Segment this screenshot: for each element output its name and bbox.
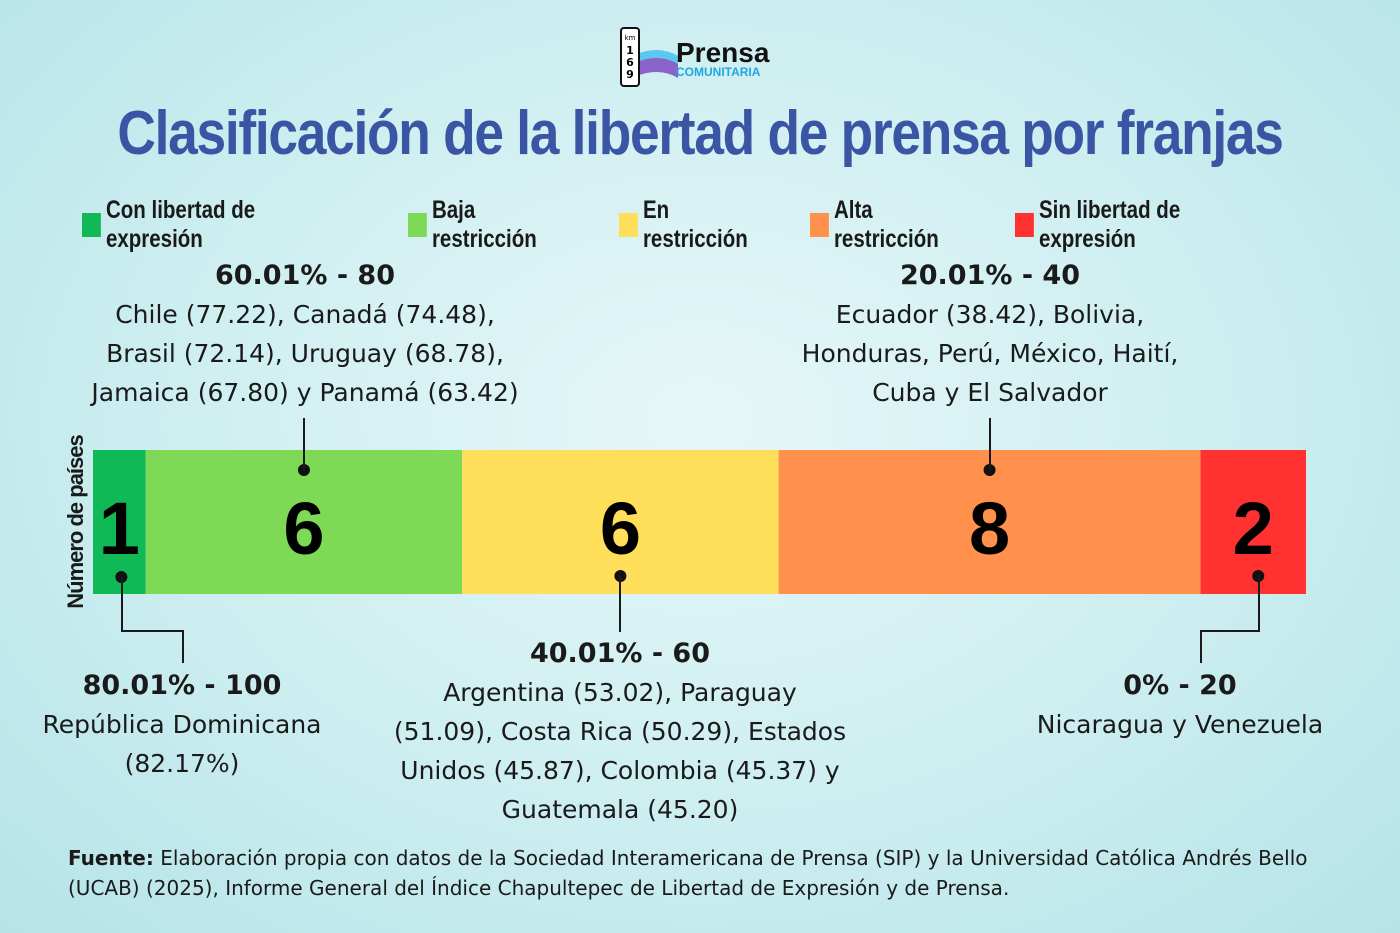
svg-text:6: 6 [626, 56, 634, 69]
annotation-40-60: 40.01% - 60 Argentina (53.02), Paraguay (… [393, 638, 847, 824]
legend-label: Alta restricción [833, 196, 939, 253]
annotation-60-80: 60.01% - 80 Chile (77.22), Canadá (74.48)… [91, 260, 519, 407]
legend: Con libertad de expresión Baja restricció… [82, 196, 1332, 254]
legend-label: Sin libertad de expresión [1038, 196, 1181, 253]
legend-item: Baja restricción [408, 196, 581, 254]
annotation-20-40: 20.01% - 40 Ecuador (38.42), Bolivia, Hon… [801, 260, 1179, 407]
legend-swatch [82, 213, 102, 237]
annotation-dot [983, 464, 996, 476]
annotation-80-100: 80.01% - 100 República Dominicana (82.17%… [42, 670, 322, 778]
page-title: Clasificación de la libertad de prensa p… [117, 99, 1284, 168]
svg-text:km: km [625, 34, 636, 42]
legend-label: En restricción [643, 196, 748, 253]
annotation-0-20: 0% - 20 Nicaragua y Venezuela [1036, 670, 1324, 739]
prensa-comunitaria-logo: km 1 6 9 Prensa COMUNITARIA [620, 27, 770, 87]
legend-item: Sin libertad de expresión [1014, 196, 1275, 254]
connector-line [989, 418, 991, 470]
connector-line [1200, 630, 1202, 663]
svg-text:9: 9 [626, 68, 634, 81]
source-note: Fuente: Elaboración propia con datos de … [68, 846, 1308, 900]
connector-line [121, 630, 184, 632]
svg-text:1: 1 [626, 44, 634, 57]
stacked-bar: 1 6 6 8 2 [93, 450, 1306, 594]
legend-swatch [809, 213, 829, 237]
data-label: 2 [1233, 487, 1274, 570]
connector-line [303, 418, 305, 470]
legend-item: Alta restricción [809, 196, 978, 254]
bar-segment [93, 450, 146, 594]
data-label: 6 [283, 487, 324, 570]
svg-text:COMUNITARIA: COMUNITARIA [676, 65, 761, 79]
legend-item: En restricción [619, 196, 775, 254]
legend-swatch [408, 213, 428, 237]
data-label: 6 [600, 487, 641, 570]
connector-line [182, 630, 184, 663]
connector-line [1258, 576, 1260, 632]
bar-segment [1200, 450, 1306, 594]
connector-line [1200, 630, 1260, 632]
legend-swatch [1014, 213, 1035, 237]
legend-label: Baja restricción [432, 196, 538, 253]
data-label: 1 [99, 487, 140, 570]
legend-swatch [619, 213, 639, 237]
connector-line [121, 577, 123, 631]
svg-text:Prensa: Prensa [676, 37, 770, 68]
connector-line [619, 576, 621, 632]
legend-label: Con libertad de expresión [105, 196, 256, 253]
legend-item: Con libertad de expresión [82, 196, 350, 254]
data-label: 8 [969, 487, 1010, 570]
annotation-dot [297, 464, 310, 476]
